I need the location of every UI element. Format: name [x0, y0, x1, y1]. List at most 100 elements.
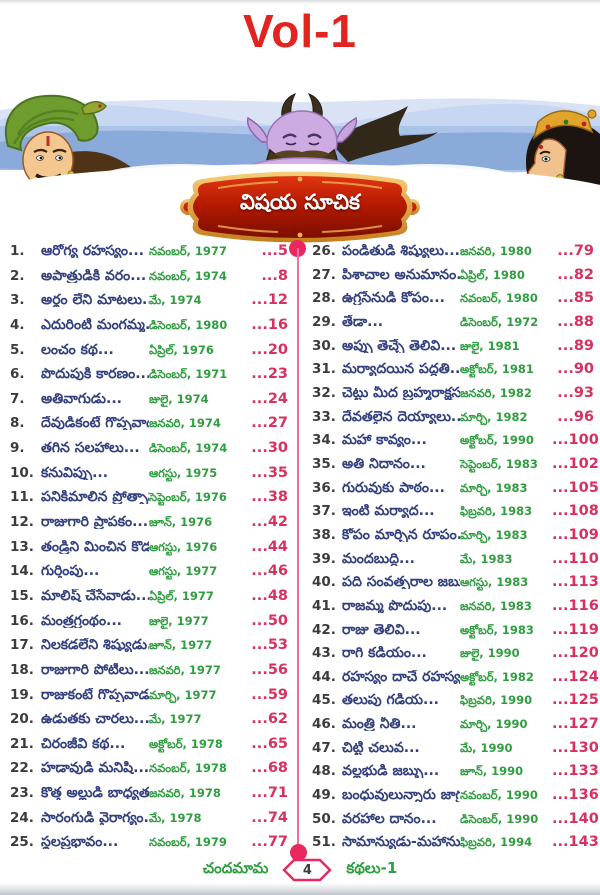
entry-date: డిసెంబర్, 1972	[460, 314, 539, 329]
entry-number: 3.	[10, 292, 25, 309]
entry-page: ...124	[552, 668, 599, 685]
entry-number: 15.	[10, 587, 34, 604]
entry-page: ...133	[552, 763, 599, 780]
entry-number: 39.	[312, 550, 336, 567]
toc-entry: 37. ఇంటి మర్యాద... ఫిబ్రవరి, 1983 ...108	[312, 504, 599, 519]
entry-title: సామాన్యుడు-మహానుభావుడు...	[342, 835, 460, 850]
toc-entry: 11. పనికిమాలిన ప్రోత్సాహం... సెప్టెంబర్,…	[10, 490, 288, 505]
entry-title: గుర్తింపు...	[41, 564, 100, 579]
scan-bottom-edge	[0, 883, 600, 895]
toc-entry: 39. మందబుద్ధి... మే, 1983 ...110	[312, 550, 599, 567]
entry-title: రాజుగారి పోటీలు...	[41, 662, 149, 677]
entry-title: రాజుకంటే గొప్పవాడు...	[41, 687, 149, 702]
entry-page: ...119	[552, 621, 599, 638]
entry-page: ...23	[251, 366, 288, 383]
entry-number: 6.	[10, 366, 25, 383]
entry-number: 50.	[312, 810, 336, 827]
entry-date: మే, 1974	[149, 293, 202, 308]
toc-entry: 8. దేవుడికంటే గొప్పవాడు... జనవరి, 1974 .…	[10, 416, 288, 431]
entry-number: 8.	[10, 415, 25, 432]
entry-number: 48.	[312, 763, 336, 780]
entry-title: ఎదురింటి మంగమ్మ...	[41, 317, 149, 332]
entry-number: 40.	[312, 574, 336, 591]
entry-title: ఉడుతకు చారలు...	[41, 712, 149, 727]
entry-number: 20.	[10, 711, 34, 728]
toc-entry: 46. మంత్రి నీతి... మార్చి, 1990 ...127	[312, 716, 599, 733]
entry-title: మర్యాదయిన పద్ధతి...	[342, 362, 460, 377]
entry-date: మార్చి, 1983	[460, 527, 528, 542]
toc-entry: 49. బంధువులున్నారు జాగ్రత్త!... నవంబర్, …	[312, 788, 599, 803]
entry-date: నవంబర్, 1990	[460, 788, 538, 803]
entry-number: 16.	[10, 612, 34, 629]
entry-number: 32.	[312, 384, 336, 401]
entry-title: సారంగుడి వైరాగ్యం...	[41, 810, 149, 825]
entry-number: 24.	[10, 809, 34, 826]
entry-date: మే, 1978	[149, 810, 202, 825]
entry-number: 7.	[10, 390, 25, 407]
entry-title: రాజు తెలివి...	[342, 622, 421, 637]
entry-title: ఆరోగ్య రహస్యం...	[41, 244, 144, 258]
entry-number: 46.	[312, 716, 336, 733]
entry-date: జనవరి, 1982	[460, 385, 532, 400]
entry-title: పది సంవత్సరాల జబ్బు...	[342, 575, 460, 590]
entry-date: జనవరి, 1977	[149, 662, 221, 677]
entry-title: పిశాచాల అనుమానం...	[342, 267, 460, 282]
entry-date: జూన్, 1977	[149, 638, 213, 653]
entry-page: ...48	[251, 587, 288, 604]
entry-date: ఫిబ్రవరి, 1990	[460, 693, 533, 708]
contents-banner: విషయ సూచిక	[178, 170, 422, 244]
entry-date: అక్టోబర్, 1990	[460, 433, 534, 448]
toc-entry: 5. లంచం కథ... ఏప్రిల్, 1976 ...20	[10, 343, 288, 358]
toc-column-left: 1. ఆరోగ్య రహస్యం... నవంబర్, 1977 ...5 2.…	[10, 244, 288, 850]
entry-date: డిసెంబర్, 1974	[149, 441, 228, 456]
entry-title: తగిన సలహాలు...	[41, 441, 140, 456]
toc-entry: 25. స్థలప్రభావం... నవంబర్, 1979 ...77	[10, 835, 288, 850]
entry-number: 4.	[10, 316, 25, 333]
entry-page: ...5	[261, 243, 288, 259]
contents-title: విషయ సూచిక	[239, 190, 361, 214]
entry-title: చిరంజీవి కథ...	[41, 736, 126, 751]
entry-number: 29.	[312, 313, 336, 330]
entry-page: ...16	[251, 316, 288, 333]
entry-page: ...53	[251, 637, 288, 654]
entry-date: సెప్టెంబర్, 1976	[149, 490, 227, 505]
entry-number: 33.	[312, 408, 336, 425]
entry-page: ...85	[557, 290, 594, 307]
entry-date: అక్టోబర్, 1981	[460, 362, 534, 377]
toc-entry: 1. ఆరోగ్య రహస్యం... నవంబర్, 1977 ...5	[10, 244, 288, 259]
entry-page: ...59	[251, 686, 288, 703]
entry-date: మార్చి, 1982	[460, 409, 528, 424]
entry-title: హడావుడి మనిషి...	[41, 761, 149, 776]
entry-page: ...62	[251, 711, 288, 728]
entry-number: 9.	[10, 440, 25, 457]
entry-number: 27.	[312, 266, 336, 283]
entry-page: ...71	[251, 785, 288, 802]
entry-date: నవంబర్, 1978	[149, 761, 227, 776]
entry-title: అర్థం లేని మాటలు...	[41, 293, 149, 308]
volume-title: Vol-1	[242, 5, 358, 57]
entry-page: ...42	[251, 514, 288, 531]
entry-date: మే, 1977	[149, 712, 202, 727]
entry-number: 23.	[10, 785, 34, 802]
entry-title: ఉగ్రసేనుడి కోపం...	[342, 291, 445, 306]
queen-illustration	[526, 109, 600, 185]
entry-title: మంత్రగ్రంథం...	[41, 613, 122, 628]
entry-date: జూన్, 1990	[460, 764, 524, 779]
entry-date: జులై, 1974	[149, 391, 209, 406]
toc-entry: 14. గుర్తింపు... ఆగస్టు, 1977 ...46	[10, 564, 288, 579]
entry-number: 47.	[312, 739, 336, 756]
entry-date: జులై, 1981	[460, 338, 520, 353]
entry-title: మాలిష్ చేసేవాడు...	[41, 588, 149, 603]
entry-number: 10.	[10, 464, 34, 481]
entry-date: ఆగస్టు, 1983	[460, 575, 529, 590]
toc-entry: 13. తండ్రిని మించిన కొడుకు... ఆగస్టు, 19…	[10, 540, 288, 555]
entry-page: ...93	[557, 384, 594, 401]
entry-title: రాజమ్మ పొదుపు...	[342, 598, 448, 613]
toc-entry: 32. చెట్టు మీద బ్రహ్మరాక్షసుడు... జనవరి,…	[312, 386, 594, 401]
entry-title: రాజుగారి ప్రాపకం...	[41, 515, 149, 530]
entry-number: 45.	[312, 692, 336, 709]
entry-date: నవంబర్, 1979	[149, 835, 227, 850]
entry-number: 44.	[312, 668, 336, 685]
column-divider	[297, 248, 299, 850]
entry-page: ...12	[251, 292, 288, 309]
